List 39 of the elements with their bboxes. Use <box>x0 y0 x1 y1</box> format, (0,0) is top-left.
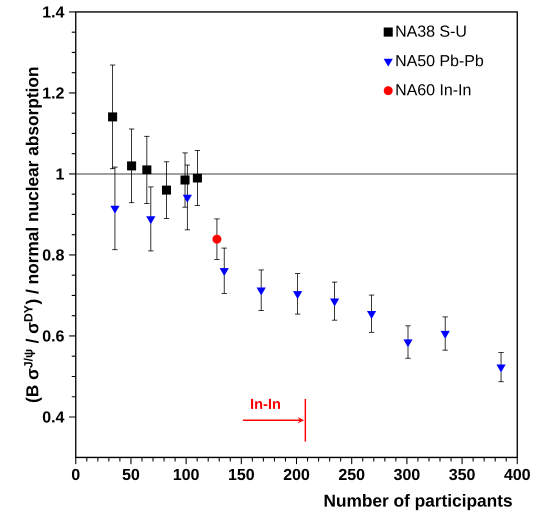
point <box>108 112 118 122</box>
ref-line-label: In-In <box>251 398 280 409</box>
point <box>142 165 152 174</box>
x-tick-label: 350 <box>449 468 475 480</box>
legend-label: NA60 In-In <box>396 84 470 96</box>
y-axis-title: (B σ$^{J/ψ}$ / σ$^{DY}$) / normal nuclear absorption <box>24 67 42 402</box>
x-tick-label: 300 <box>394 468 420 480</box>
y-tick-label: 1.2 <box>43 87 64 98</box>
point <box>162 186 171 195</box>
point <box>440 330 450 338</box>
point <box>293 291 302 299</box>
x-tick-label: 150 <box>229 468 254 480</box>
point <box>496 364 506 372</box>
legend-label: NA38 S-U <box>396 25 466 37</box>
x-tick-label: 250 <box>338 468 364 480</box>
x-tick-label: 400 <box>504 468 530 480</box>
point <box>367 310 376 319</box>
point <box>146 216 156 224</box>
y-tick-label: 0.4 <box>42 411 64 422</box>
x-tick-label: 50 <box>122 468 140 480</box>
point <box>256 287 266 296</box>
y-tick-label: 1 <box>56 168 64 180</box>
point <box>192 173 202 182</box>
point <box>212 234 222 244</box>
y-tick-label: 0.8 <box>42 249 64 260</box>
point <box>182 194 192 202</box>
point <box>110 206 120 214</box>
x-tick-label: 100 <box>174 468 199 480</box>
x-tick-label: 200 <box>284 468 310 480</box>
y-tick-label: 0.6 <box>42 330 64 342</box>
point <box>330 298 339 306</box>
legend-label: NA50 Pb-Pb <box>396 54 484 66</box>
x-tick-label: 0 <box>72 468 80 480</box>
point <box>180 175 190 184</box>
x-axis-title: Number of participants <box>324 494 512 510</box>
y-tick-label: 1.4 <box>43 6 64 18</box>
point <box>404 339 412 347</box>
point <box>127 161 136 170</box>
point <box>220 268 229 276</box>
